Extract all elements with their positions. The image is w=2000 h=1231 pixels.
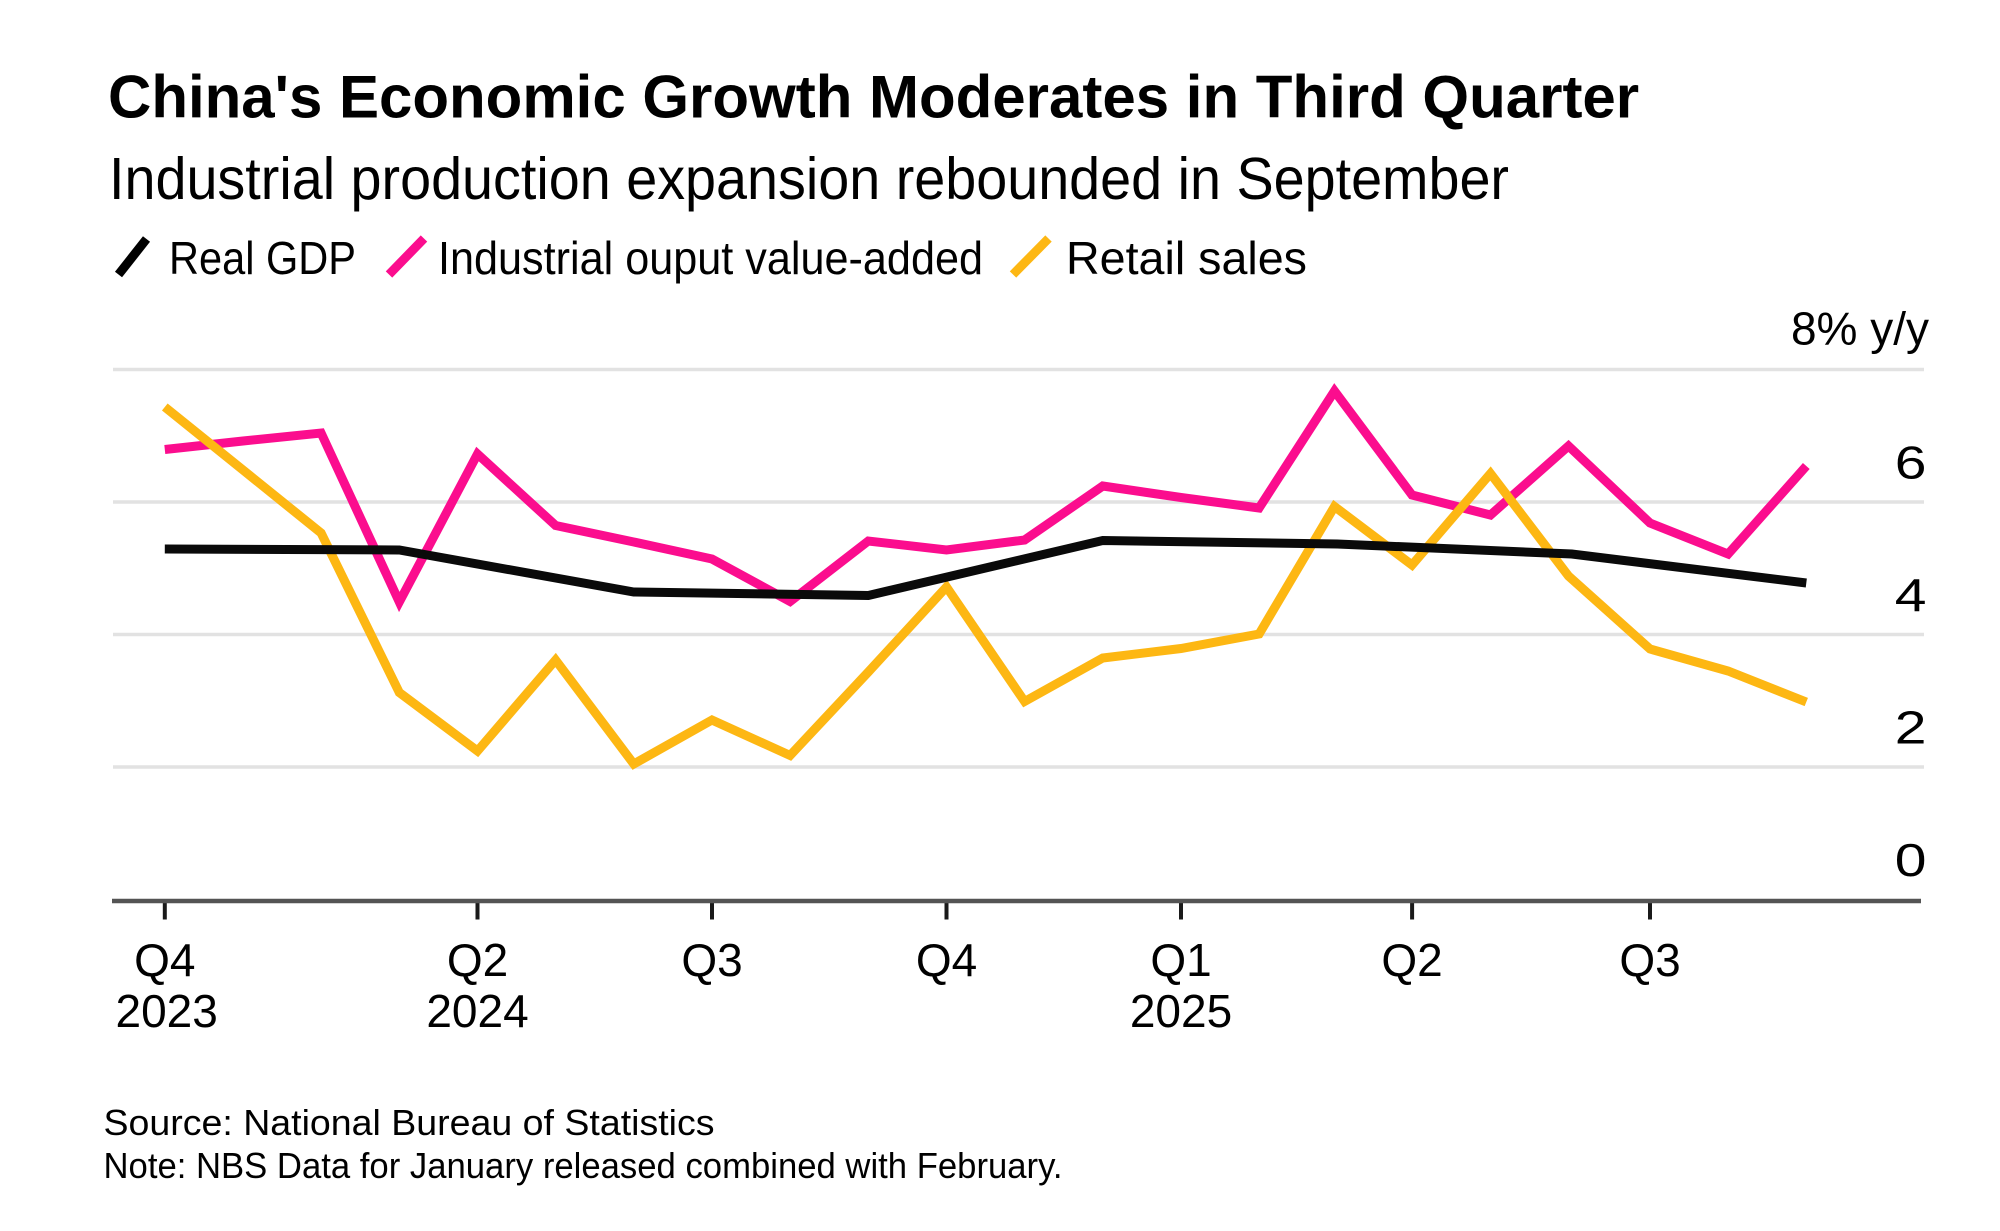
- svg-text:Q3: Q3: [1619, 934, 1680, 986]
- svg-text:Q4: Q4: [134, 934, 195, 986]
- svg-text:0: 0: [1895, 834, 1927, 885]
- svg-text:4: 4: [1895, 569, 1927, 620]
- svg-text:Note: NBS Data for January rel: Note: NBS Data for January released comb…: [104, 1145, 1063, 1186]
- svg-text:2023: 2023: [116, 985, 218, 1037]
- svg-text:Q1: Q1: [1150, 934, 1211, 986]
- svg-text:Industrial ouput value-added: Industrial ouput value-added: [438, 232, 983, 284]
- svg-text:Source: National Bureau of Sta: Source: National Bureau of Statistics: [104, 1102, 715, 1143]
- svg-text:Real GDP: Real GDP: [169, 232, 356, 284]
- svg-text:6: 6: [1895, 437, 1927, 488]
- svg-text:Q4: Q4: [916, 934, 977, 986]
- svg-text:China's Economic Growth Modera: China's Economic Growth Moderates in Thi…: [108, 64, 1639, 131]
- svg-text:Q2: Q2: [1381, 934, 1442, 986]
- svg-text:Q3: Q3: [681, 934, 742, 986]
- svg-text:Q2: Q2: [447, 934, 508, 986]
- svg-text:2: 2: [1895, 702, 1927, 753]
- svg-text:Retail sales: Retail sales: [1066, 232, 1307, 284]
- svg-text:8% y/y: 8% y/y: [1791, 303, 1929, 355]
- svg-text:2025: 2025: [1130, 985, 1232, 1037]
- svg-text:2024: 2024: [426, 985, 528, 1037]
- svg-text:Industrial production expansio: Industrial production expansion rebounde…: [109, 146, 1509, 212]
